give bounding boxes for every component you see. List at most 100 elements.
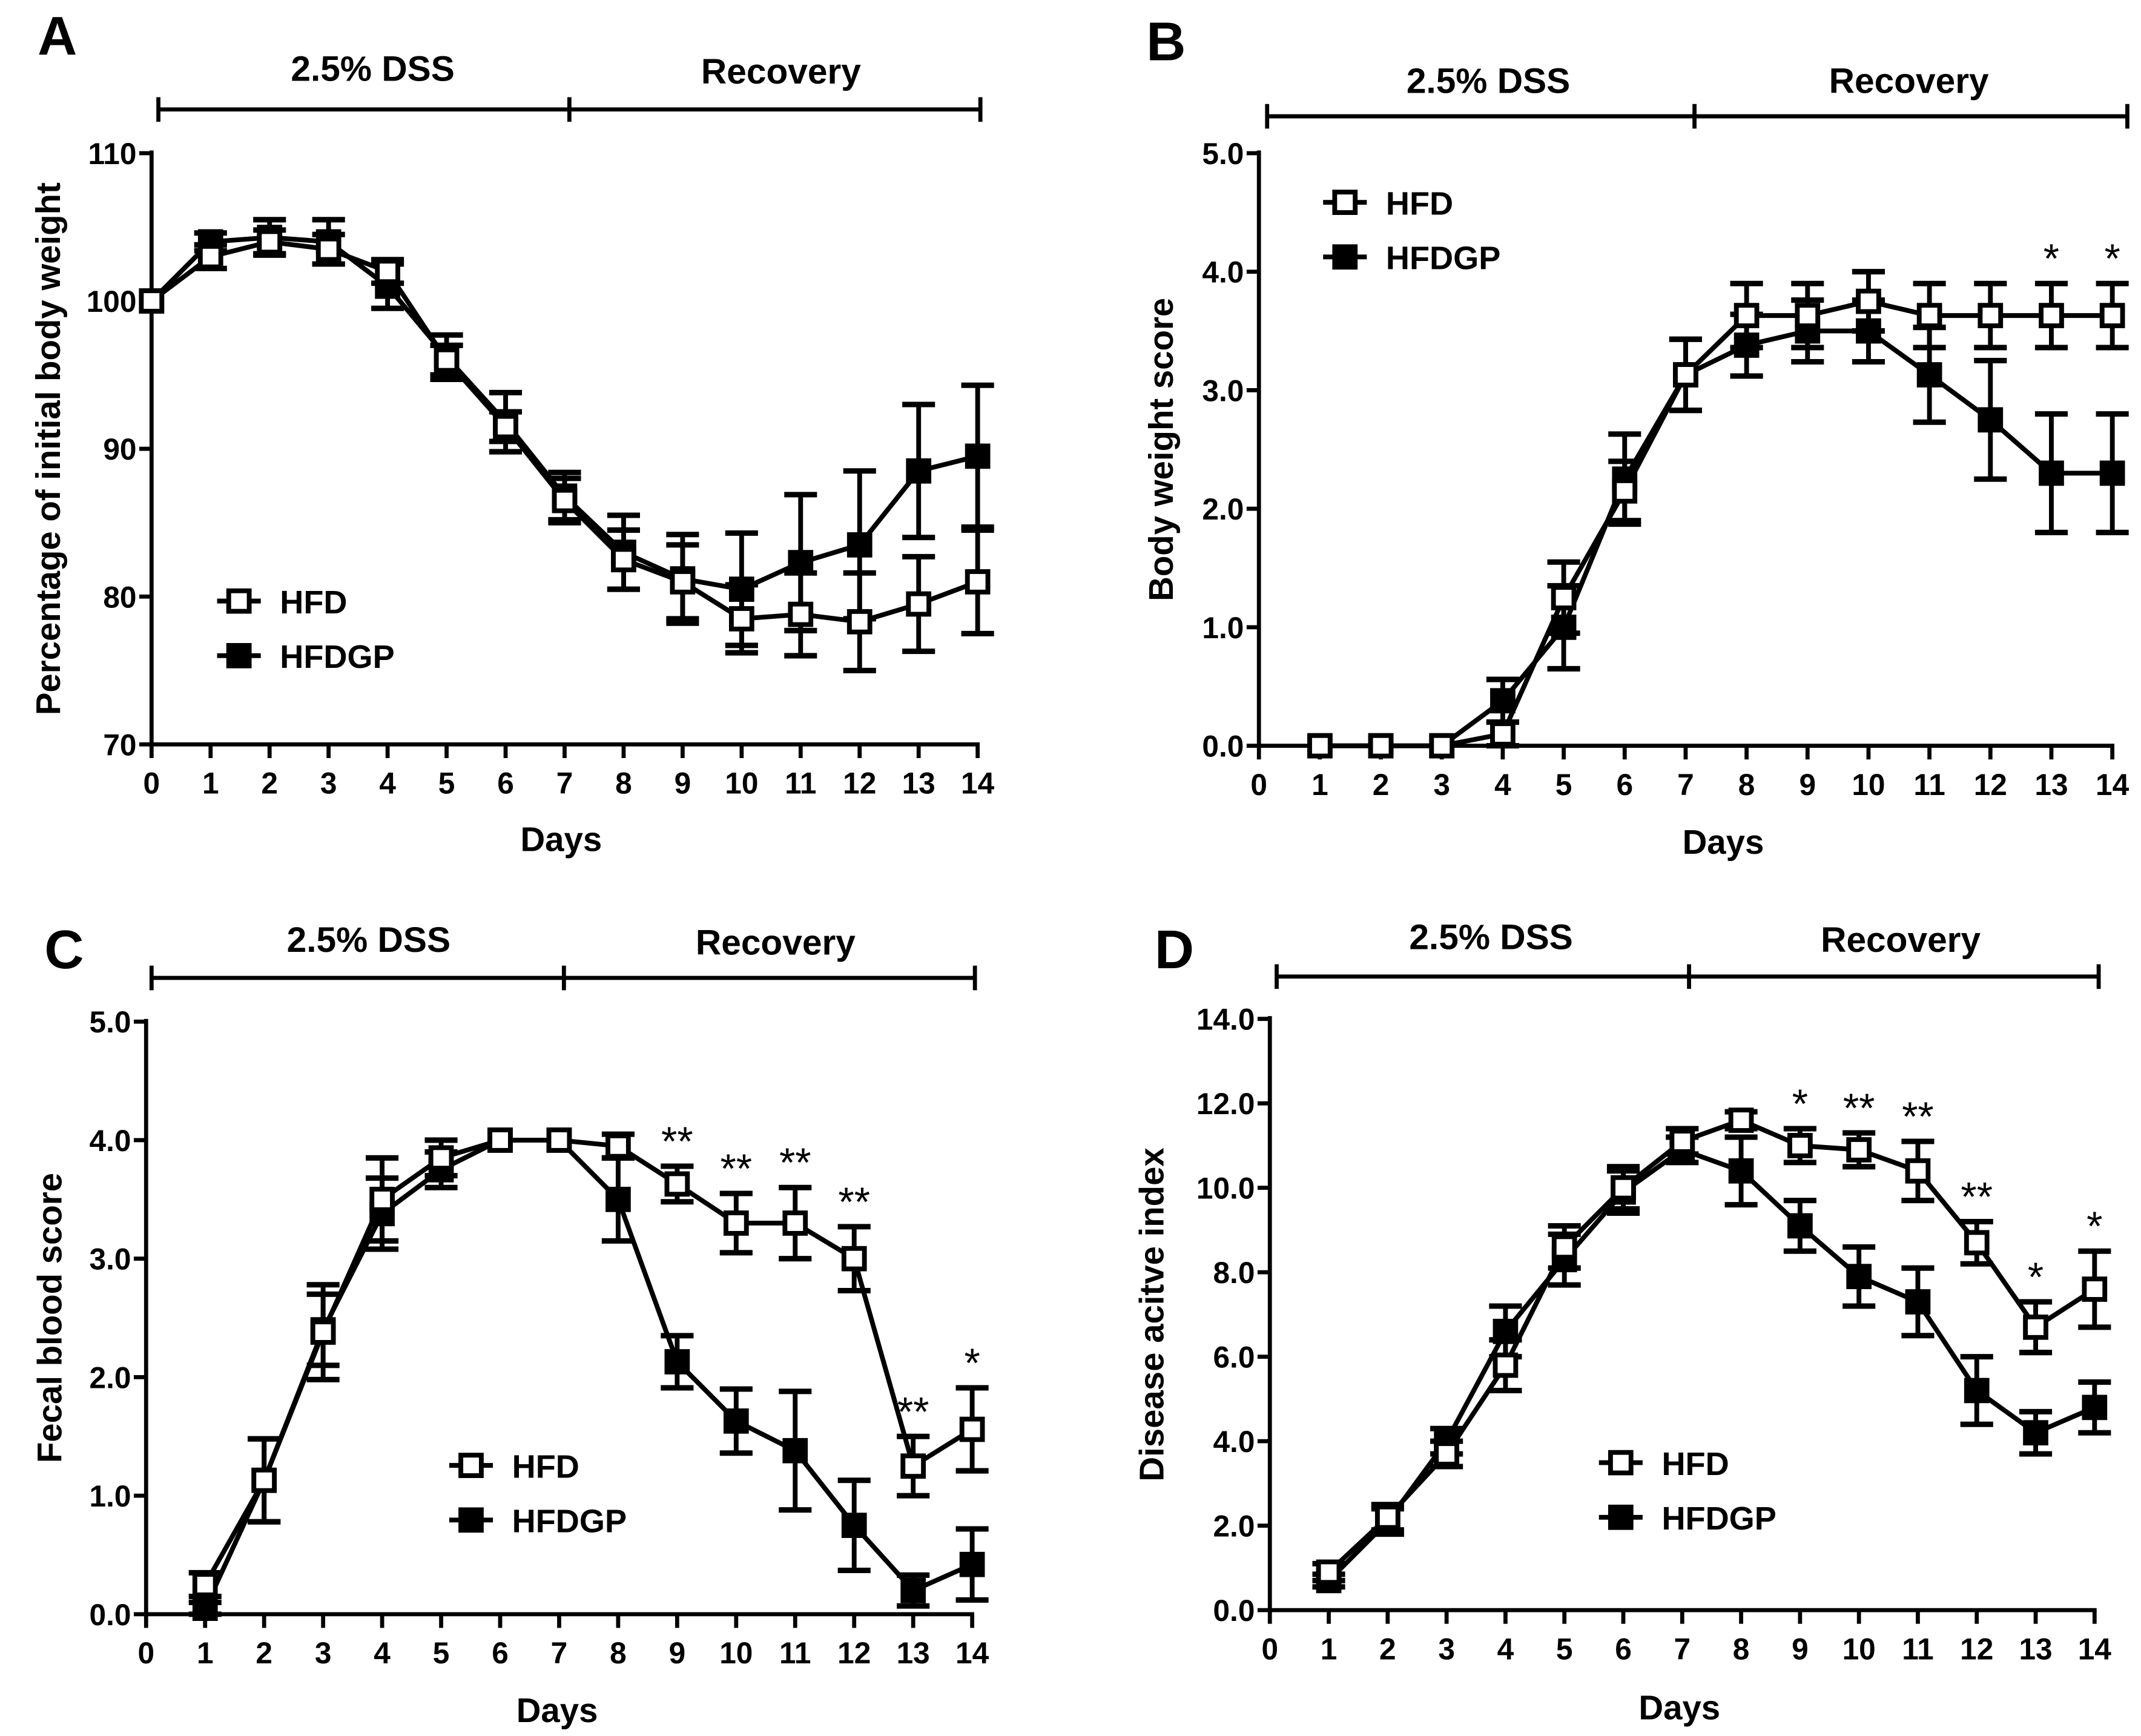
- x-tick-label: 11: [1913, 768, 1945, 802]
- data-point: [906, 458, 932, 484]
- y-tick-label: 0.0: [1202, 730, 1244, 764]
- data-point: [139, 288, 165, 314]
- data-point: [251, 1467, 277, 1493]
- x-tick-label: 6: [492, 1636, 509, 1670]
- phase-label-dss: 2.5% DSS: [287, 920, 450, 960]
- x-tick-label: 3: [320, 767, 337, 800]
- x-tick-label: 0: [144, 767, 160, 800]
- x-tick-label: 12: [1974, 768, 2007, 802]
- data-point: [1795, 303, 1821, 328]
- data-point: [664, 1171, 690, 1197]
- legend: HFD HFDGP: [1598, 1446, 1776, 1537]
- data-point: [728, 606, 754, 632]
- phase-label-recovery: Recovery: [701, 52, 861, 91]
- significance-marker: *: [2028, 1255, 2044, 1300]
- panel-letter: D: [1155, 919, 1194, 980]
- x-tick-label: 6: [1616, 768, 1633, 802]
- y-tick-label: 4.0: [1213, 1425, 1255, 1459]
- x-tick-label: 3: [1433, 768, 1450, 802]
- x-tick-label: 7: [1677, 768, 1694, 802]
- significance-marker: **: [1843, 1086, 1875, 1131]
- data-point: [428, 1145, 454, 1171]
- x-tick-label: 5: [1556, 1632, 1573, 1666]
- series-line: [1327, 1147, 2096, 1583]
- significance-marker: **: [838, 1180, 870, 1225]
- x-tick-label: 2: [256, 1636, 272, 1670]
- y-tick-label: 70: [103, 728, 136, 762]
- y-tick-label: 6.0: [1213, 1341, 1255, 1375]
- data-point: [197, 243, 223, 269]
- data-point: [1673, 362, 1698, 388]
- significance-marker: *: [1792, 1081, 1808, 1127]
- x-tick-label: 12: [1960, 1632, 1993, 1666]
- data-point: [723, 1408, 749, 1434]
- data-point: [2082, 1394, 2108, 1421]
- data-point: [1964, 1378, 1990, 1404]
- data-point: [1434, 1441, 1459, 1467]
- data-point: [1490, 721, 1516, 747]
- data-point: [1787, 1213, 1813, 1239]
- data-point: [2039, 303, 2064, 328]
- data-point: [1728, 1107, 1754, 1133]
- x-tick-label: 11: [1902, 1632, 1933, 1666]
- data-point: [1905, 1158, 1931, 1184]
- x-tick-label: 8: [1738, 768, 1755, 802]
- data-point: [788, 601, 814, 627]
- x-tick-label: 3: [1438, 1632, 1455, 1666]
- panel-letter: C: [44, 919, 84, 980]
- x-tick-label: 0: [137, 1636, 154, 1670]
- x-tick-label: 9: [669, 1636, 686, 1670]
- data-point: [375, 259, 400, 285]
- data-point: [1551, 585, 1577, 610]
- data-point: [1669, 1129, 1695, 1154]
- legend: HFD HFDGP: [1323, 185, 1500, 277]
- data-point: [1856, 288, 1881, 314]
- data-point: [846, 532, 873, 558]
- y-axis-label: Disease acitve index: [1132, 1147, 1170, 1481]
- y-tick-label: 10.0: [1196, 1172, 1255, 1206]
- data-point: [664, 1349, 690, 1375]
- y-tick-label: 4.0: [90, 1124, 131, 1158]
- legend: HFD HFDGP: [217, 584, 395, 675]
- data-point: [192, 1596, 218, 1621]
- legend-label: HFD: [1661, 1446, 1729, 1482]
- data-point: [2023, 1314, 2048, 1340]
- data-point: [605, 1133, 631, 1159]
- x-tick-label: 5: [1555, 768, 1572, 802]
- significance-marker: *: [2104, 236, 2120, 282]
- y-tick-label: 110: [88, 137, 136, 171]
- data-point: [493, 414, 518, 440]
- x-tick-label: 4: [1494, 768, 1511, 802]
- data-point: [315, 236, 341, 262]
- data-point: [1307, 733, 1333, 759]
- series-hfd: [1307, 269, 2129, 759]
- data-point: [1846, 1137, 1872, 1163]
- y-tick-label: 3.0: [90, 1243, 131, 1276]
- data-point: [1916, 303, 1942, 328]
- x-tick-label: 6: [497, 767, 514, 800]
- legend-filled-square-icon: [1608, 1504, 1634, 1530]
- data-point: [1978, 407, 2004, 433]
- data-point: [1728, 1158, 1754, 1184]
- x-tick-label: 1: [202, 767, 219, 800]
- data-point: [959, 1416, 985, 1442]
- x-tick-label: 3: [315, 1636, 332, 1670]
- x-tick-label: 11: [779, 1636, 811, 1670]
- x-tick-label: 2: [1373, 768, 1390, 802]
- data-point: [611, 547, 636, 573]
- x-axis-label: Days: [1683, 823, 1764, 861]
- data-point: [1611, 1175, 1636, 1201]
- data-point: [2039, 460, 2064, 486]
- data-point: [670, 569, 696, 595]
- panel-letter: B: [1146, 12, 1186, 73]
- data-point: [1916, 362, 1942, 388]
- significance-marker: *: [2044, 236, 2059, 282]
- legend: HFD HFDGP: [449, 1448, 627, 1540]
- data-point: [1368, 733, 1394, 759]
- y-tick-label: 1.0: [1202, 611, 1244, 645]
- data-point: [900, 1577, 926, 1603]
- y-tick-label: 4.0: [1202, 256, 1244, 289]
- data-point: [552, 487, 578, 513]
